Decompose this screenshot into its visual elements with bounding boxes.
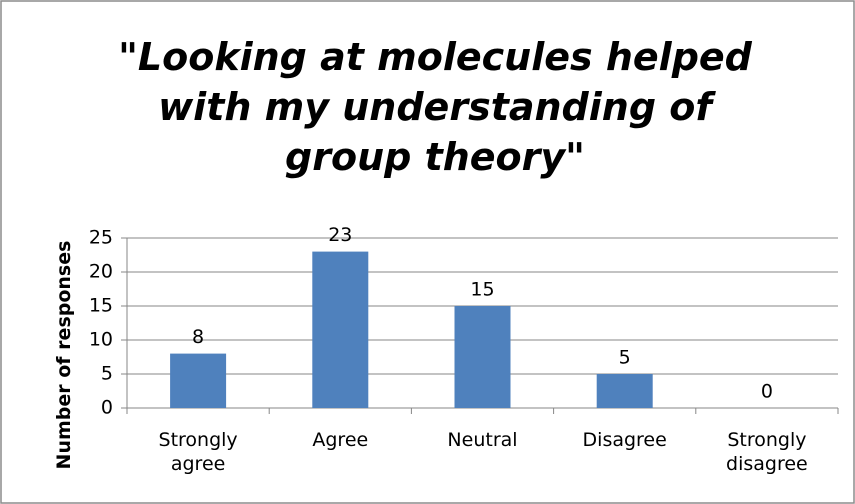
x-tick-label: Agree — [312, 429, 369, 451]
value-label: 15 — [470, 279, 494, 301]
bar — [596, 374, 653, 408]
y-tick-label: 20 — [89, 261, 113, 283]
value-label: 0 — [761, 381, 773, 403]
bar — [312, 251, 369, 408]
y-tick-label: 10 — [89, 329, 113, 351]
value-label: 8 — [192, 326, 204, 348]
bar — [454, 306, 511, 408]
bar — [170, 353, 227, 408]
chart-title: "Looking at molecules helped with my und… — [118, 35, 752, 179]
x-tick-label: Neutral — [447, 429, 518, 451]
y-tick-label: 25 — [89, 227, 113, 249]
x-tick-label: Disagree — [582, 429, 667, 451]
x-tick-label: Strongly disagree — [726, 429, 808, 475]
y-tick-label: 15 — [89, 295, 113, 317]
y-tick-label: 0 — [101, 397, 113, 419]
value-label: 23 — [328, 224, 352, 246]
value-label: 5 — [619, 347, 631, 369]
x-tick-label: Strongly agree — [158, 429, 238, 475]
y-axis-label: Number of responses — [53, 240, 75, 470]
y-tick-label: 5 — [101, 363, 113, 385]
